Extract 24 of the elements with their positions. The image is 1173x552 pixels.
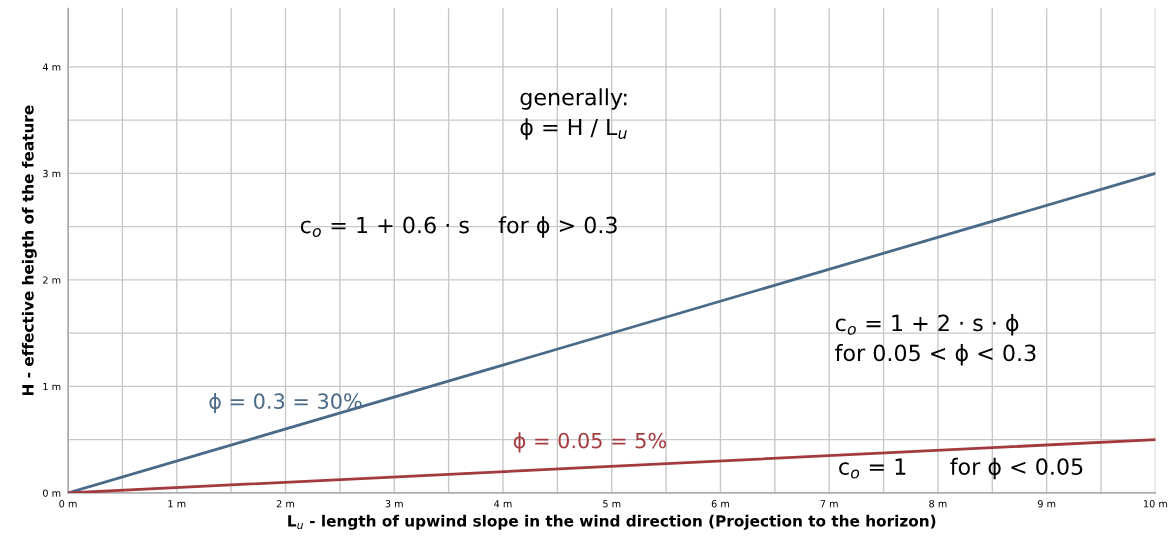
x-tick-label: 9 m	[1037, 500, 1056, 508]
annotation: generally: ϕ = H / L$_{u}$	[520, 88, 627, 140]
x-tick-label: 6 m	[711, 500, 729, 508]
y-tick-label: 2 m	[43, 276, 61, 284]
series-label: ϕ = 0.05 = 5%	[513, 432, 667, 453]
y-tick-label: 3 m	[43, 169, 61, 178]
x-tick-label: 7 m	[820, 500, 838, 508]
x-tick-label: 3 m	[385, 500, 403, 508]
annotation: c$_{o}$ = 1 for ϕ < 0.05	[839, 457, 1083, 480]
x-tick-label: 0 m	[59, 500, 77, 508]
x-axis-title: L$_{u}$ - length of upwind slope in the wind direction (Projection to the horizon)	[288, 514, 936, 530]
x-tick-label: 4 m	[494, 500, 512, 508]
y-tick-label: 4 m	[42, 63, 61, 71]
annotation: c$_{o}$ = 1 + 2 · s · ϕ for 0.05 < ϕ < 0.3	[835, 314, 1036, 366]
x-tick-label: 8 m	[929, 500, 947, 508]
x-tick-label: 5 m	[603, 500, 621, 508]
y-tick-label: 1 m	[43, 383, 61, 391]
x-tick-label: 1 m	[168, 500, 186, 508]
series-label: ϕ = 0.3 = 30%	[209, 392, 362, 414]
x-tick-label: 2 m	[276, 500, 295, 508]
annotation: c$_{o}$ = 1 + 0.6 · s for ϕ > 0.3	[300, 216, 617, 238]
y-axis-title: H - effective heigth of the feature	[21, 105, 37, 396]
y-tick-label: 0 m	[42, 489, 61, 497]
x-tick-label: 10 m	[1144, 500, 1168, 508]
